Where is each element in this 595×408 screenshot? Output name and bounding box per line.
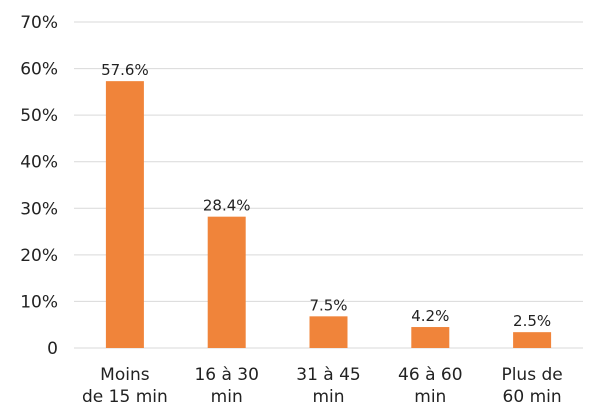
bar (105, 81, 144, 348)
bar (513, 332, 552, 348)
data-label: 7.5% (309, 296, 347, 314)
y-axis-tick-labels: 0 10% 20% 30% 40% 50% 60% 70% (20, 13, 58, 359)
x-tick-label: Moins (100, 365, 150, 385)
y-tick-label: 50% (20, 106, 58, 126)
gridlines (74, 21, 583, 349)
bar (207, 216, 246, 348)
x-tick-label: min (414, 387, 446, 407)
y-tick-label: 60% (20, 60, 58, 80)
x-tick-label: 16 à 30 (194, 365, 259, 385)
data-label: 28.4% (203, 197, 251, 215)
y-tick-label: 20% (20, 246, 58, 266)
y-tick-label: 70% (20, 13, 58, 33)
data-label: 2.5% (513, 312, 551, 330)
x-tick-label: 60 min (503, 387, 562, 407)
y-tick-label: 0 (47, 339, 58, 359)
x-tick-label: min (211, 387, 243, 407)
x-tick-label: Plus de (501, 365, 562, 385)
y-tick-label: 40% (20, 153, 58, 173)
y-tick-label: 30% (20, 199, 58, 219)
data-labels: 57.6% 28.4% 7.5% 4.2% 2.5% (101, 61, 551, 330)
data-label: 4.2% (411, 307, 449, 325)
bar (411, 327, 450, 348)
x-tick-label: 46 à 60 (398, 365, 463, 385)
x-tick-label: min (312, 387, 344, 407)
x-tick-label: de 15 min (82, 387, 168, 407)
bars (105, 81, 552, 348)
data-label: 57.6% (101, 61, 149, 79)
y-tick-label: 10% (20, 292, 58, 312)
x-tick-label: 31 à 45 (296, 365, 361, 385)
bar (309, 316, 348, 348)
